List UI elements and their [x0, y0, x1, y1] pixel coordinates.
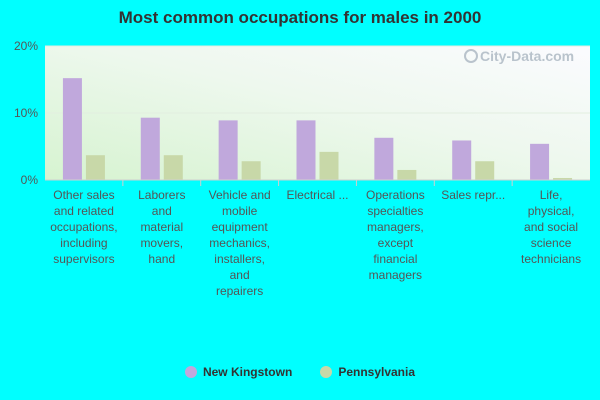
bar-pennsylvania[interactable]: [85, 155, 105, 180]
legend-swatch-new-kingstown: [184, 366, 197, 378]
category-label: Life, physical, and social science technicia…: [521, 188, 581, 266]
legend-item-pennsylvania: Pennsylvania: [320, 365, 415, 379]
bar-new-kingstown[interactable]: [530, 143, 550, 180]
legend-label-pennsylvania: Pennsylvania: [338, 365, 416, 379]
bar-pennsylvania[interactable]: [241, 161, 261, 180]
bar-new-kingstown[interactable]: [62, 78, 82, 180]
bar-new-kingstown[interactable]: [218, 120, 238, 180]
bar-new-kingstown[interactable]: [452, 140, 472, 180]
category-label: Sales repr...: [441, 188, 505, 202]
watermark: City-Data.com: [464, 48, 574, 64]
bar-pennsylvania[interactable]: [319, 151, 339, 180]
category-label: Vehicle and mobile equipment mechanics, inst…: [209, 188, 271, 298]
bar-pennsylvania[interactable]: [397, 169, 417, 180]
watermark-text: City-Data.com: [480, 48, 574, 64]
category-labels: Other sales and related occupations, includ…: [50, 188, 581, 298]
bar-pennsylvania[interactable]: [475, 161, 495, 180]
legend-swatch-pennsylvania: [320, 366, 333, 378]
bar-new-kingstown[interactable]: [374, 137, 394, 180]
bar-new-kingstown[interactable]: [296, 120, 316, 180]
category-label: Other sales and related occupations, includ…: [50, 188, 117, 266]
y-tick-label: 10%: [14, 106, 38, 120]
y-tick-label: 20%: [14, 39, 38, 53]
bar-pennsylvania[interactable]: [163, 155, 183, 180]
category-label: Laborers and material movers, hand: [138, 188, 185, 266]
gridlines: [45, 45, 590, 114]
legend-label-new-kingstown: New Kingstown: [202, 365, 293, 379]
legend: New Kingstown Pennsylvania: [0, 365, 600, 379]
bar-new-kingstown[interactable]: [140, 117, 160, 180]
y-tick-label: 0%: [21, 173, 39, 187]
category-label: Electrical ...: [286, 188, 348, 202]
bars: [62, 78, 573, 180]
legend-item-new-kingstown: New Kingstown: [184, 365, 293, 379]
category-label: Operations specialties managers, except fina…: [366, 188, 425, 282]
bar-pennsylvania[interactable]: [553, 177, 573, 180]
chart-title: Most common occupations for males in 200…: [118, 8, 482, 27]
axis: 0% 10% 20%: [14, 39, 590, 187]
